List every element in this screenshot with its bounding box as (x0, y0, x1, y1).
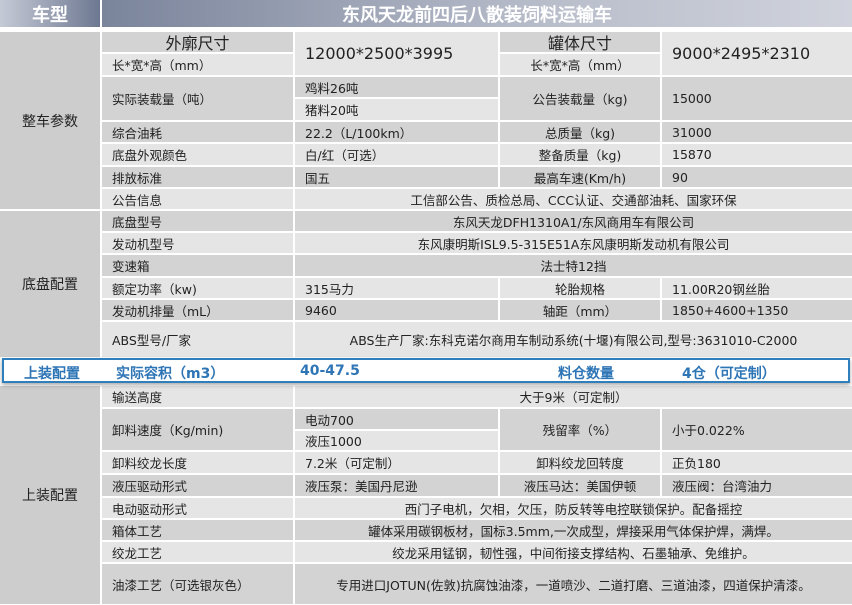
body-paint-label-cell: 油漆工艺（可选银灰色） (102, 564, 293, 604)
whole-fuel-value-cell: 22.2（L/100km） (295, 122, 498, 142)
highlight-row: 上装配置 实际容积（m3） 40-47.5 料仓数量 4仓（可定制） (2, 358, 850, 383)
whole-outer-label-cell: 外廓尺寸 (102, 32, 293, 52)
chassis-tire-label-cell: 轮胎规格 (500, 278, 660, 298)
whole-emission-value-cell: 国五 (295, 167, 498, 187)
header-label: 车型 (0, 0, 100, 27)
body-auger-rot-value-cell: 正负180 (662, 452, 852, 473)
whole-notice-load-value-cell: 15000 (662, 77, 852, 120)
chassis-abs-value-cell: ABS生产厂家:东科克诺尔商用车制动系统(十堰)有限公司,型号:3631010-… (295, 322, 852, 357)
whole-curb-mass-label-cell: 整备质量（kg) (500, 144, 660, 165)
body-speed-hydraulic-cell: 液压1000 (295, 431, 498, 450)
chassis-gearbox-label-cell: 变速箱 (102, 255, 293, 276)
whole-color-label-cell: 底盘外观颜色 (102, 144, 293, 165)
body-residue-label-cell: 残留率（%） (500, 409, 660, 450)
chassis-power-value-cell: 315马力 (295, 278, 498, 298)
whole-total-mass-label-cell: 总质量（kg) (500, 122, 660, 142)
body-auger-rot-label-cell: 卸料绞龙回转度 (500, 452, 660, 473)
body-residue-value-cell: 小于0.022% (662, 409, 852, 450)
chassis-wheelbase-label-cell: 轴距（mm） (500, 300, 660, 320)
volume-label: 实际容积（m3） (116, 366, 225, 382)
whole-tank-value-cell: 9000*2495*2310 (662, 32, 852, 75)
whole-load-pig-cell: 猪料20吨 (295, 99, 498, 120)
whole-notice-load-label-cell: 公告装载量（kg) (500, 77, 660, 120)
bins-value: 4仓（可定制） (682, 366, 776, 382)
page-title: 东风天龙前四后八散装饲料运输车 (102, 0, 852, 27)
chassis-displacement-value-cell: 9460 (295, 300, 498, 320)
groups-whole-cell: 整车参数 (0, 32, 100, 209)
body-auger-value-cell: 绞龙采用锰钢，韧性强，中间衔接支撑结构、石墨轴承、免维护。 (295, 542, 852, 562)
body-auger-len-value-cell: 7.2米（可定制） (295, 452, 498, 473)
chassis-model-value-cell: 东风天龙DFH1310A1/东风商用车有限公司 (295, 211, 852, 231)
chassis-tire-value-cell: 11.00R20钢丝胎 (662, 278, 852, 298)
whole-load-label-cell: 实际装载量（吨） (102, 77, 293, 120)
whole-total-mass-value-cell: 31000 (662, 122, 852, 142)
whole-fuel-label-cell: 综合油耗 (102, 122, 293, 142)
groups-chassis-cell: 底盘配置 (0, 211, 100, 357)
chassis-wheelbase-value-cell: 1850+4600+1350 (662, 300, 852, 320)
body-elec-value-cell: 西门子电机，欠相，欠压，防反转等电控联锁保护。配备摇控 (295, 498, 852, 518)
body-auger-label-cell: 绞龙工艺 (102, 542, 293, 562)
chassis-displacement-label-cell: 发动机排量（mL） (102, 300, 293, 320)
highlight-group: 上装配置 (24, 366, 80, 382)
whole-tank-label-cell: 罐体尺寸 (500, 32, 660, 52)
whole-tank-unit-cell: 长*宽*高（mm） (500, 54, 660, 75)
chassis-engine-value-cell: 东风康明斯ISL9.5-315E51A东风康明斯发动机有限公司 (295, 233, 852, 253)
body-box-value-cell: 罐体采用碳钢板材，国标3.5mm,一次成型，焊接采用气体保护焊，满焊。 (295, 520, 852, 540)
whole-curb-mass-value-cell: 15870 (662, 144, 852, 165)
whole-emission-label-cell: 排放标准 (102, 167, 293, 187)
chassis-engine-label-cell: 发动机型号 (102, 233, 293, 253)
volume-value: 40-47.5 (300, 363, 360, 379)
body-paint-value-cell: 专用进口JOTUN(佐敦)抗腐蚀油漆，一道喷沙、二道打磨、三道油漆，四道保护清漆… (295, 564, 852, 604)
whole-outer-unit-cell: 长*宽*高（mm） (102, 54, 293, 75)
whole-load-chicken-cell: 鸡料26吨 (295, 77, 498, 97)
body-hyd-valve-cell: 液压阀：台湾油力 (662, 475, 852, 496)
body-speed-electric-cell: 电动700 (295, 409, 498, 429)
chassis-abs-label-cell: ABS型号/厂家 (102, 322, 293, 357)
body-hyd-pump-cell: 液压泵：美国丹尼逊 (295, 475, 498, 496)
whole-outer-value-cell: 12000*2500*3995 (295, 32, 498, 75)
body-hyd-label-cell: 液压驱动形式 (102, 475, 293, 496)
body-hyd-motor-cell: 液压马达：美国伊顿 (500, 475, 660, 496)
chassis-gearbox-value-cell: 法士特12挡 (295, 255, 852, 276)
body-elec-label-cell: 电动驱动形式 (102, 498, 293, 518)
chassis-model-label-cell: 底盘型号 (102, 211, 293, 231)
chassis-power-label-cell: 额定功率（kw) (102, 278, 293, 298)
body-speed-label-cell: 卸料速度（Kg/min) (102, 409, 293, 450)
whole-notice-label-cell: 公告信息 (102, 189, 293, 209)
bins-label: 料仓数量 (558, 366, 614, 382)
whole-notice-value-cell: 工信部公告、质检总局、CCC认证、交通部油耗、国家环保 (295, 189, 852, 209)
whole-color-value-cell: 白/红（可选） (295, 144, 498, 165)
body-box-label-cell: 箱体工艺 (102, 520, 293, 540)
groups-body-cell: 上装配置 (0, 386, 100, 604)
body-auger-len-label-cell: 卸料绞龙长度 (102, 452, 293, 473)
body-height-label-cell: 输送高度 (102, 386, 293, 407)
whole-speed-label-cell: 最高车速(Km/h) (500, 167, 660, 187)
whole-speed-value-cell: 90 (662, 167, 852, 187)
body-height-value-cell: 大于9米（可定制） (295, 386, 852, 407)
